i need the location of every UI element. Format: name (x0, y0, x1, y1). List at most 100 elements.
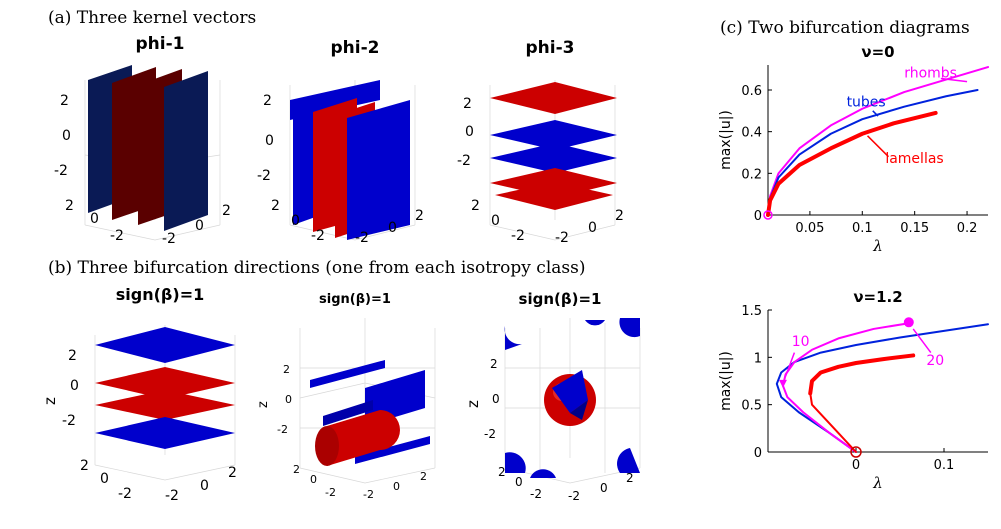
arrow (866, 135, 890, 158)
z-tick: 0 (465, 124, 474, 140)
z-tick: -2 (457, 153, 471, 169)
tube-end (315, 426, 339, 466)
cone (570, 400, 588, 420)
label-10: 10 (792, 334, 810, 350)
tube (323, 400, 373, 426)
y-tick: 0 (388, 220, 397, 236)
y-tick: 2 (615, 208, 624, 224)
y-axis-label: max(|u|) (718, 351, 734, 411)
x-tick: -2 (511, 228, 525, 244)
arrow (784, 352, 796, 377)
marker-10 (778, 379, 787, 388)
series-line (808, 353, 916, 396)
caption-b: (b) Three bifurcation directions (one fr… (48, 258, 586, 278)
sheet (495, 182, 613, 210)
x-axis-label: λ (872, 474, 883, 492)
z-tick: 0 (62, 128, 71, 144)
cap (530, 469, 556, 478)
x-tick: 0 (100, 471, 109, 487)
bifurcation-chart-nu12: ν=1.2 0 0.1 0 0.5 1 1.5 λ max(|u|) 10 20 (718, 288, 989, 492)
panel-b-plot-2: z 2 0 -2 2 0 -2 -2 0 2 (256, 318, 436, 501)
x-tick-label: 0 (852, 458, 860, 473)
marker-20 (903, 317, 914, 328)
z-tick: 0 (285, 393, 292, 406)
y-tick: 0 (195, 218, 204, 234)
panel-b-plot-1: z 2 0 -2 2 0 -2 -2 0 2 (41, 325, 237, 504)
sheet (95, 390, 235, 420)
z-tick: 0 (265, 133, 274, 149)
x-tick: -2 (311, 228, 325, 244)
z-tick: 2 (60, 93, 69, 109)
y-tick: -2 (162, 231, 176, 247)
arrow (912, 328, 932, 354)
panel-a-plot-1: 2 0 -2 2 0 -2 -2 0 2 (54, 65, 231, 247)
x-tick-label: 0.1 (934, 458, 955, 473)
panel-b-title-3: sign(β)=1 (518, 290, 602, 308)
z-tick: 0 (70, 378, 79, 394)
z-axis-label: z (256, 401, 271, 408)
label-rhombs: rhombs (904, 66, 957, 82)
label-lamellas: lamellas (885, 151, 943, 167)
x-tick: 2 (471, 198, 480, 214)
chart-title: ν=1.2 (853, 288, 902, 306)
y-axis-label: max(|u|) (718, 110, 734, 170)
sheet (95, 367, 235, 399)
caption-a: (a) Three kernel vectors (48, 8, 257, 28)
z-tick: 2 (263, 93, 272, 109)
x-tick-label: 0.15 (900, 221, 929, 236)
tube (310, 360, 385, 388)
y-tick: -2 (363, 488, 374, 501)
label-tubes: tubes (847, 95, 886, 111)
slab (347, 100, 410, 240)
x-tick: 0 (491, 213, 500, 229)
sheet (95, 417, 235, 449)
x-tick: 2 (65, 198, 74, 214)
panel-a-title-3: phi-3 (525, 38, 575, 58)
x-tick: -2 (530, 487, 542, 501)
x-tick-label: 0.2 (957, 221, 978, 236)
cap (585, 320, 605, 326)
y-tick-label: 0.2 (741, 167, 762, 182)
x-tick: 0 (515, 475, 523, 489)
arrow (940, 77, 968, 83)
y-tick: 2 (228, 465, 237, 481)
y-tick: -2 (165, 488, 179, 504)
z-tick: 2 (490, 357, 498, 371)
panel-a-plot-2: 2 0 -2 2 0 -2 -2 0 2 (257, 80, 424, 246)
caption-c: (c) Two bifurcation diagrams (720, 18, 970, 38)
z-tick: 2 (463, 96, 472, 112)
y-tick: 2 (626, 471, 634, 485)
x-tick: -2 (325, 486, 336, 499)
label-20: 20 (926, 353, 944, 369)
x-tick: -2 (118, 486, 132, 502)
z-tick: 2 (68, 348, 77, 364)
y-tick: -2 (555, 230, 569, 246)
z-tick: -2 (257, 168, 271, 184)
sheet (490, 82, 617, 114)
series-line (766, 110, 938, 217)
slab (164, 71, 208, 231)
y-tick-label: 1.5 (741, 304, 762, 319)
y-tick-label: 0 (754, 446, 762, 461)
y-tick: -2 (568, 489, 580, 503)
x-tick: 2 (498, 465, 506, 479)
y-tick: 2 (420, 470, 427, 483)
x-tick: 0 (291, 213, 300, 229)
cap (504, 326, 522, 350)
z-tick: 2 (283, 363, 290, 376)
arrow (872, 110, 879, 117)
x-tick-label: 0.05 (795, 221, 824, 236)
z-tick: 0 (492, 392, 500, 406)
y-tick: 0 (200, 478, 209, 494)
y-tick: 0 (600, 481, 608, 495)
sheet (95, 327, 235, 363)
z-tick: -2 (484, 427, 496, 441)
chart-title: ν=0 (861, 43, 894, 61)
panel-a-plot-3: 2 0 -2 2 0 -2 -2 0 2 (457, 80, 624, 246)
cap (619, 318, 640, 338)
x-tick-label: 0.1 (852, 221, 873, 236)
x-axis-label: λ (872, 237, 883, 255)
y-tick-label: 1 (754, 351, 762, 366)
panel-b-title-2: sign(β)=1 (319, 292, 391, 307)
y-tick: -2 (355, 230, 369, 246)
